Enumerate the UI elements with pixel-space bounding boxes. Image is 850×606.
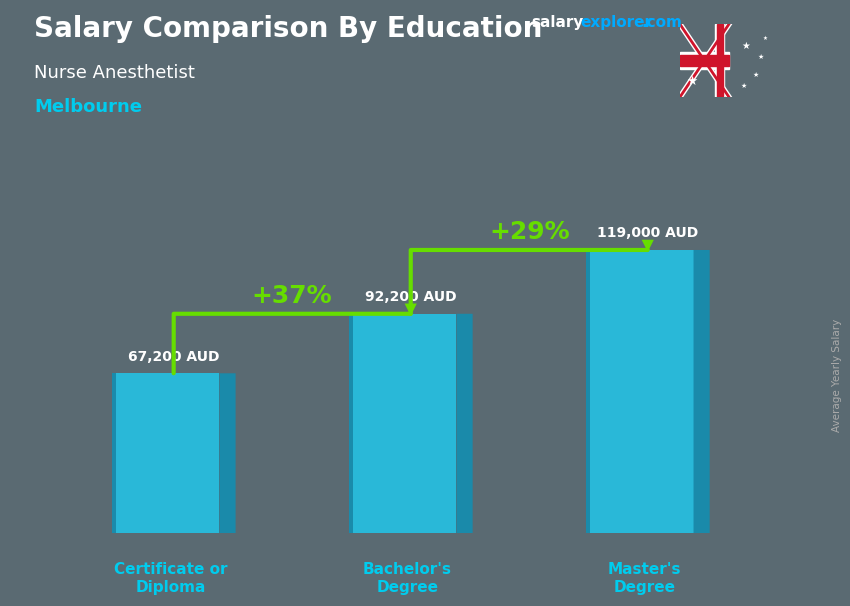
Text: 119,000 AUD: 119,000 AUD: [597, 227, 699, 241]
Text: Certificate or
Diploma: Certificate or Diploma: [114, 562, 227, 596]
Text: Melbourne: Melbourne: [34, 98, 142, 116]
Polygon shape: [348, 314, 456, 533]
Text: Nurse Anesthetist: Nurse Anesthetist: [34, 64, 195, 82]
Text: ★: ★: [740, 83, 746, 89]
Text: ★: ★: [752, 72, 759, 78]
Text: Master's
Degree: Master's Degree: [608, 562, 681, 596]
Bar: [680, 55, 728, 67]
Polygon shape: [586, 250, 590, 533]
Bar: [717, 24, 722, 97]
Text: explorer: explorer: [581, 15, 653, 30]
Bar: [715, 24, 724, 97]
Text: +37%: +37%: [252, 284, 332, 308]
Text: .com: .com: [642, 15, 683, 30]
Polygon shape: [111, 373, 219, 533]
Polygon shape: [219, 373, 235, 533]
Polygon shape: [586, 250, 694, 533]
Text: 67,200 AUD: 67,200 AUD: [128, 350, 219, 364]
Text: ★: ★: [757, 54, 764, 60]
Text: Bachelor's
Degree: Bachelor's Degree: [363, 562, 452, 596]
Text: ★: ★: [763, 36, 768, 41]
Text: ★: ★: [687, 75, 698, 87]
Polygon shape: [694, 250, 710, 533]
Text: ★: ★: [741, 41, 751, 51]
Text: +29%: +29%: [489, 220, 570, 244]
Polygon shape: [348, 314, 353, 533]
Text: Salary Comparison By Education: Salary Comparison By Education: [34, 15, 542, 43]
Text: 92,200 AUD: 92,200 AUD: [365, 290, 456, 304]
Polygon shape: [111, 373, 116, 533]
Bar: [680, 52, 728, 69]
Text: Average Yearly Salary: Average Yearly Salary: [832, 319, 842, 432]
Text: salary: salary: [531, 15, 584, 30]
Polygon shape: [456, 314, 473, 533]
